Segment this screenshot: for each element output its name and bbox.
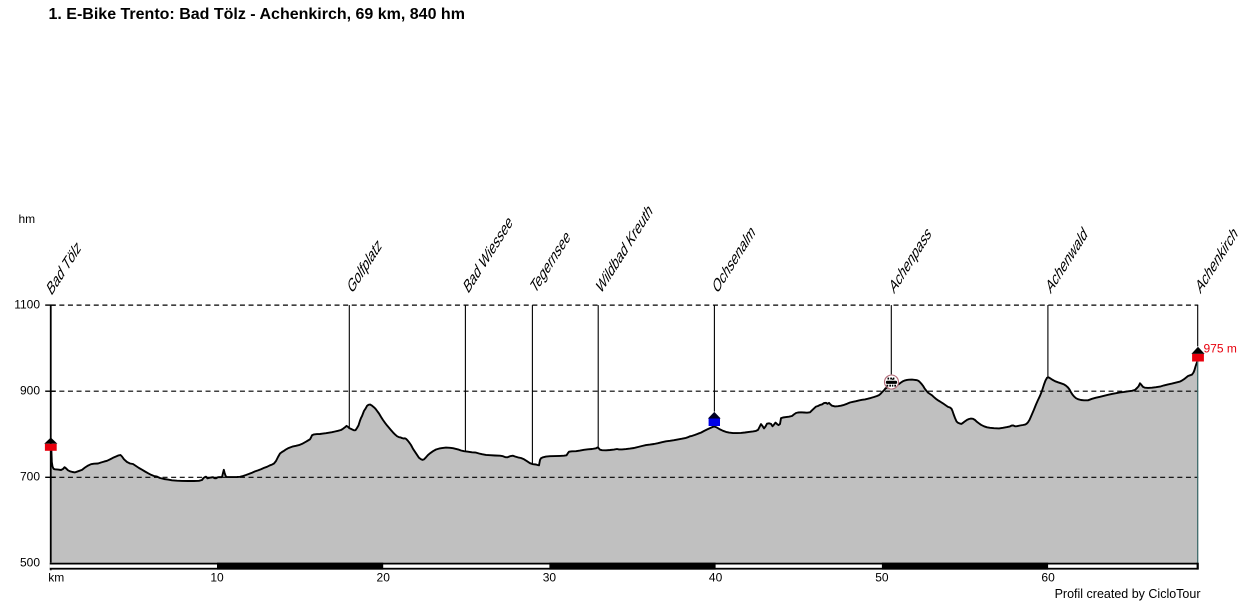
svg-text:1100: 1100 bbox=[14, 298, 40, 312]
svg-text:975 m: 975 m bbox=[1204, 342, 1237, 356]
svg-text:km: km bbox=[48, 571, 64, 585]
svg-text:60: 60 bbox=[1041, 571, 1055, 585]
svg-text:700: 700 bbox=[20, 470, 40, 484]
svg-text:hm: hm bbox=[19, 212, 36, 226]
svg-text:500: 500 bbox=[20, 556, 40, 570]
svg-text:30: 30 bbox=[543, 571, 557, 585]
svg-text:Profil created by CicloTour: Profil created by CicloTour bbox=[1055, 587, 1201, 601]
svg-text:10: 10 bbox=[210, 571, 224, 585]
svg-text:20: 20 bbox=[377, 571, 391, 585]
svg-text:40: 40 bbox=[709, 571, 723, 585]
svg-text:1. E-Bike Trento: Bad Tölz - A: 1. E-Bike Trento: Bad Tölz - Achenkirch,… bbox=[49, 6, 465, 23]
svg-text:900: 900 bbox=[20, 384, 40, 398]
svg-text:50: 50 bbox=[875, 571, 889, 585]
